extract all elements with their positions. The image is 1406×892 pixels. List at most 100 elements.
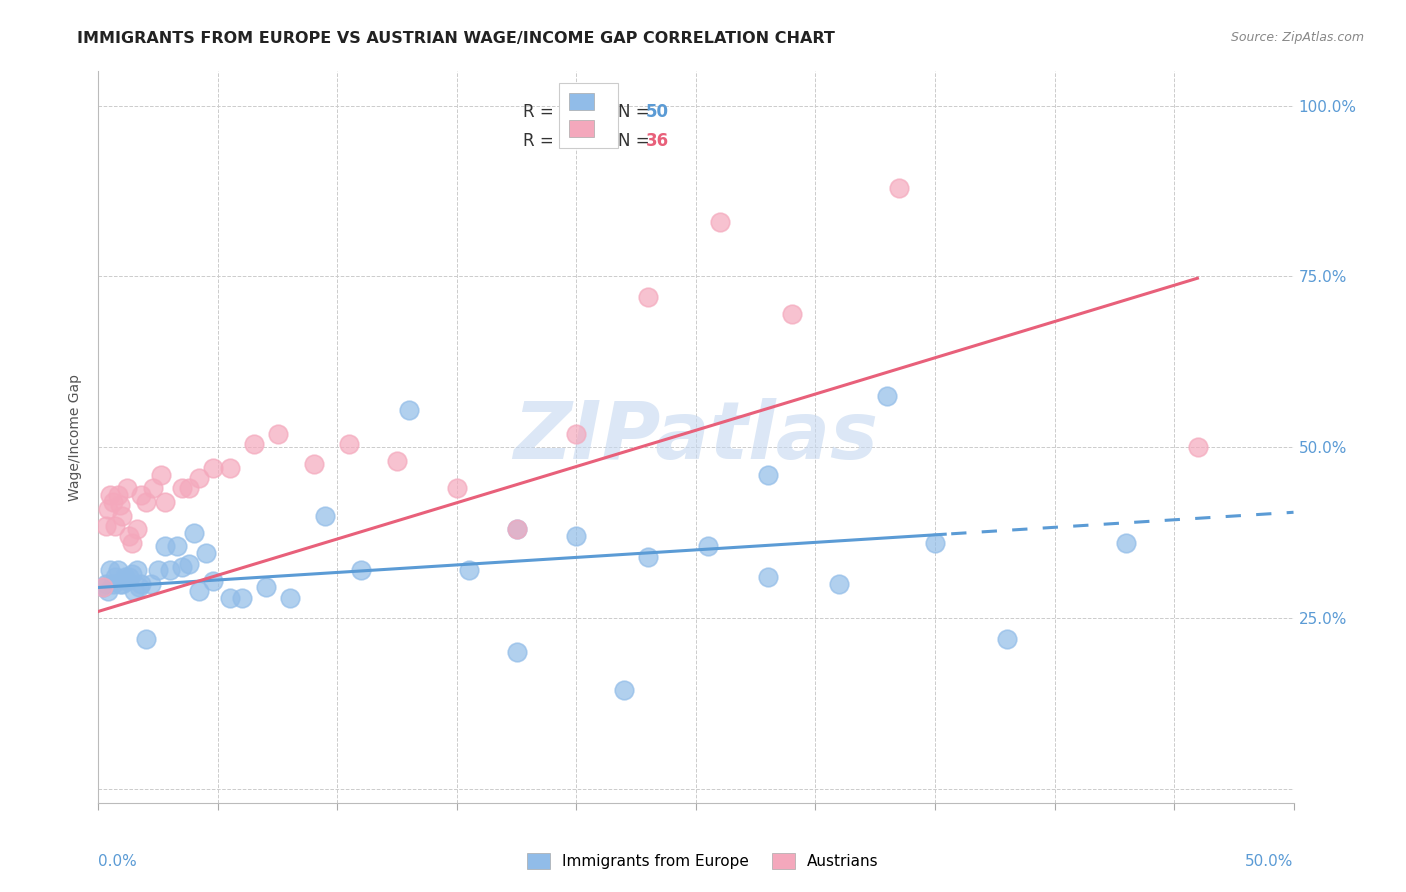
Point xyxy=(107,488,129,502)
Point xyxy=(231,591,253,605)
Point xyxy=(155,540,177,554)
Text: Source: ZipAtlas.com: Source: ZipAtlas.com xyxy=(1230,31,1364,45)
Point xyxy=(128,581,150,595)
Point xyxy=(149,467,172,482)
Point xyxy=(121,536,143,550)
Point xyxy=(101,577,124,591)
Point xyxy=(179,481,201,495)
Point xyxy=(243,437,266,451)
Point xyxy=(111,577,134,591)
Point xyxy=(118,529,141,543)
Point xyxy=(565,529,588,543)
Text: R =: R = xyxy=(523,103,558,120)
Point xyxy=(131,577,153,591)
Text: 0.458: 0.458 xyxy=(567,132,620,150)
Point xyxy=(125,522,148,536)
Point xyxy=(91,581,114,595)
Point xyxy=(219,460,242,475)
Point xyxy=(118,570,141,584)
Point xyxy=(187,471,209,485)
Text: IMMIGRANTS FROM EUROPE VS AUSTRIAN WAGE/INCOME GAP CORRELATION CHART: IMMIGRANTS FROM EUROPE VS AUSTRIAN WAGE/… xyxy=(77,31,835,46)
Point xyxy=(114,570,136,584)
Point xyxy=(995,632,1018,646)
Point xyxy=(828,577,851,591)
Point xyxy=(111,508,134,523)
Legend: , : , xyxy=(560,83,617,148)
Point xyxy=(195,546,218,560)
Point xyxy=(339,437,361,451)
Point xyxy=(155,495,177,509)
Point xyxy=(94,577,117,591)
Text: 50: 50 xyxy=(645,103,669,120)
Point xyxy=(135,632,157,646)
Text: 0.0%: 0.0% xyxy=(98,854,138,869)
Point xyxy=(172,560,194,574)
Point xyxy=(219,591,242,605)
Legend: Immigrants from Europe, Austrians: Immigrants from Europe, Austrians xyxy=(522,847,884,875)
Point xyxy=(278,591,301,605)
Text: N =: N = xyxy=(619,103,655,120)
Point xyxy=(506,645,529,659)
Point xyxy=(697,540,720,554)
Point xyxy=(506,522,529,536)
Point xyxy=(148,563,170,577)
Point xyxy=(142,481,165,495)
Point xyxy=(506,522,529,536)
Point xyxy=(172,481,194,495)
Point xyxy=(254,581,277,595)
Point xyxy=(115,574,138,588)
Text: ZIPatlas: ZIPatlas xyxy=(513,398,879,476)
Point xyxy=(98,563,122,577)
Point xyxy=(385,454,409,468)
Point xyxy=(187,583,209,598)
Point xyxy=(104,570,127,584)
Point xyxy=(756,467,779,482)
Point xyxy=(924,536,946,550)
Point xyxy=(267,426,290,441)
Point xyxy=(446,481,468,495)
Point xyxy=(756,570,779,584)
Point xyxy=(104,519,127,533)
Point xyxy=(121,566,143,581)
Point xyxy=(94,519,117,533)
Text: 36: 36 xyxy=(645,132,669,150)
Point xyxy=(98,488,122,502)
Point xyxy=(780,307,803,321)
Point xyxy=(889,180,911,194)
Point xyxy=(398,402,420,417)
Point xyxy=(115,481,138,495)
Point xyxy=(124,583,146,598)
Point xyxy=(302,458,325,472)
Point xyxy=(135,495,157,509)
Point xyxy=(1115,536,1137,550)
Point xyxy=(101,495,124,509)
Text: N =: N = xyxy=(619,132,655,150)
Text: R =: R = xyxy=(523,132,558,150)
Point xyxy=(131,488,153,502)
Point xyxy=(613,683,636,698)
Text: 0.170: 0.170 xyxy=(567,103,620,120)
Point xyxy=(179,557,201,571)
Point xyxy=(166,540,188,554)
Point xyxy=(108,577,131,591)
Point xyxy=(91,581,114,595)
Point xyxy=(202,460,225,475)
Point xyxy=(458,563,481,577)
Point xyxy=(709,215,731,229)
Point xyxy=(202,574,225,588)
Point xyxy=(876,389,898,403)
Point xyxy=(637,290,659,304)
Point xyxy=(350,563,373,577)
Point xyxy=(1187,440,1209,454)
Point xyxy=(97,583,120,598)
Text: 50.0%: 50.0% xyxy=(1246,854,1294,869)
Point xyxy=(107,563,129,577)
Point xyxy=(637,549,659,564)
Point xyxy=(315,508,337,523)
Point xyxy=(183,525,205,540)
Point xyxy=(565,426,588,441)
Point xyxy=(125,563,148,577)
Point xyxy=(139,577,162,591)
Point xyxy=(159,563,181,577)
Y-axis label: Wage/Income Gap: Wage/Income Gap xyxy=(69,374,83,500)
